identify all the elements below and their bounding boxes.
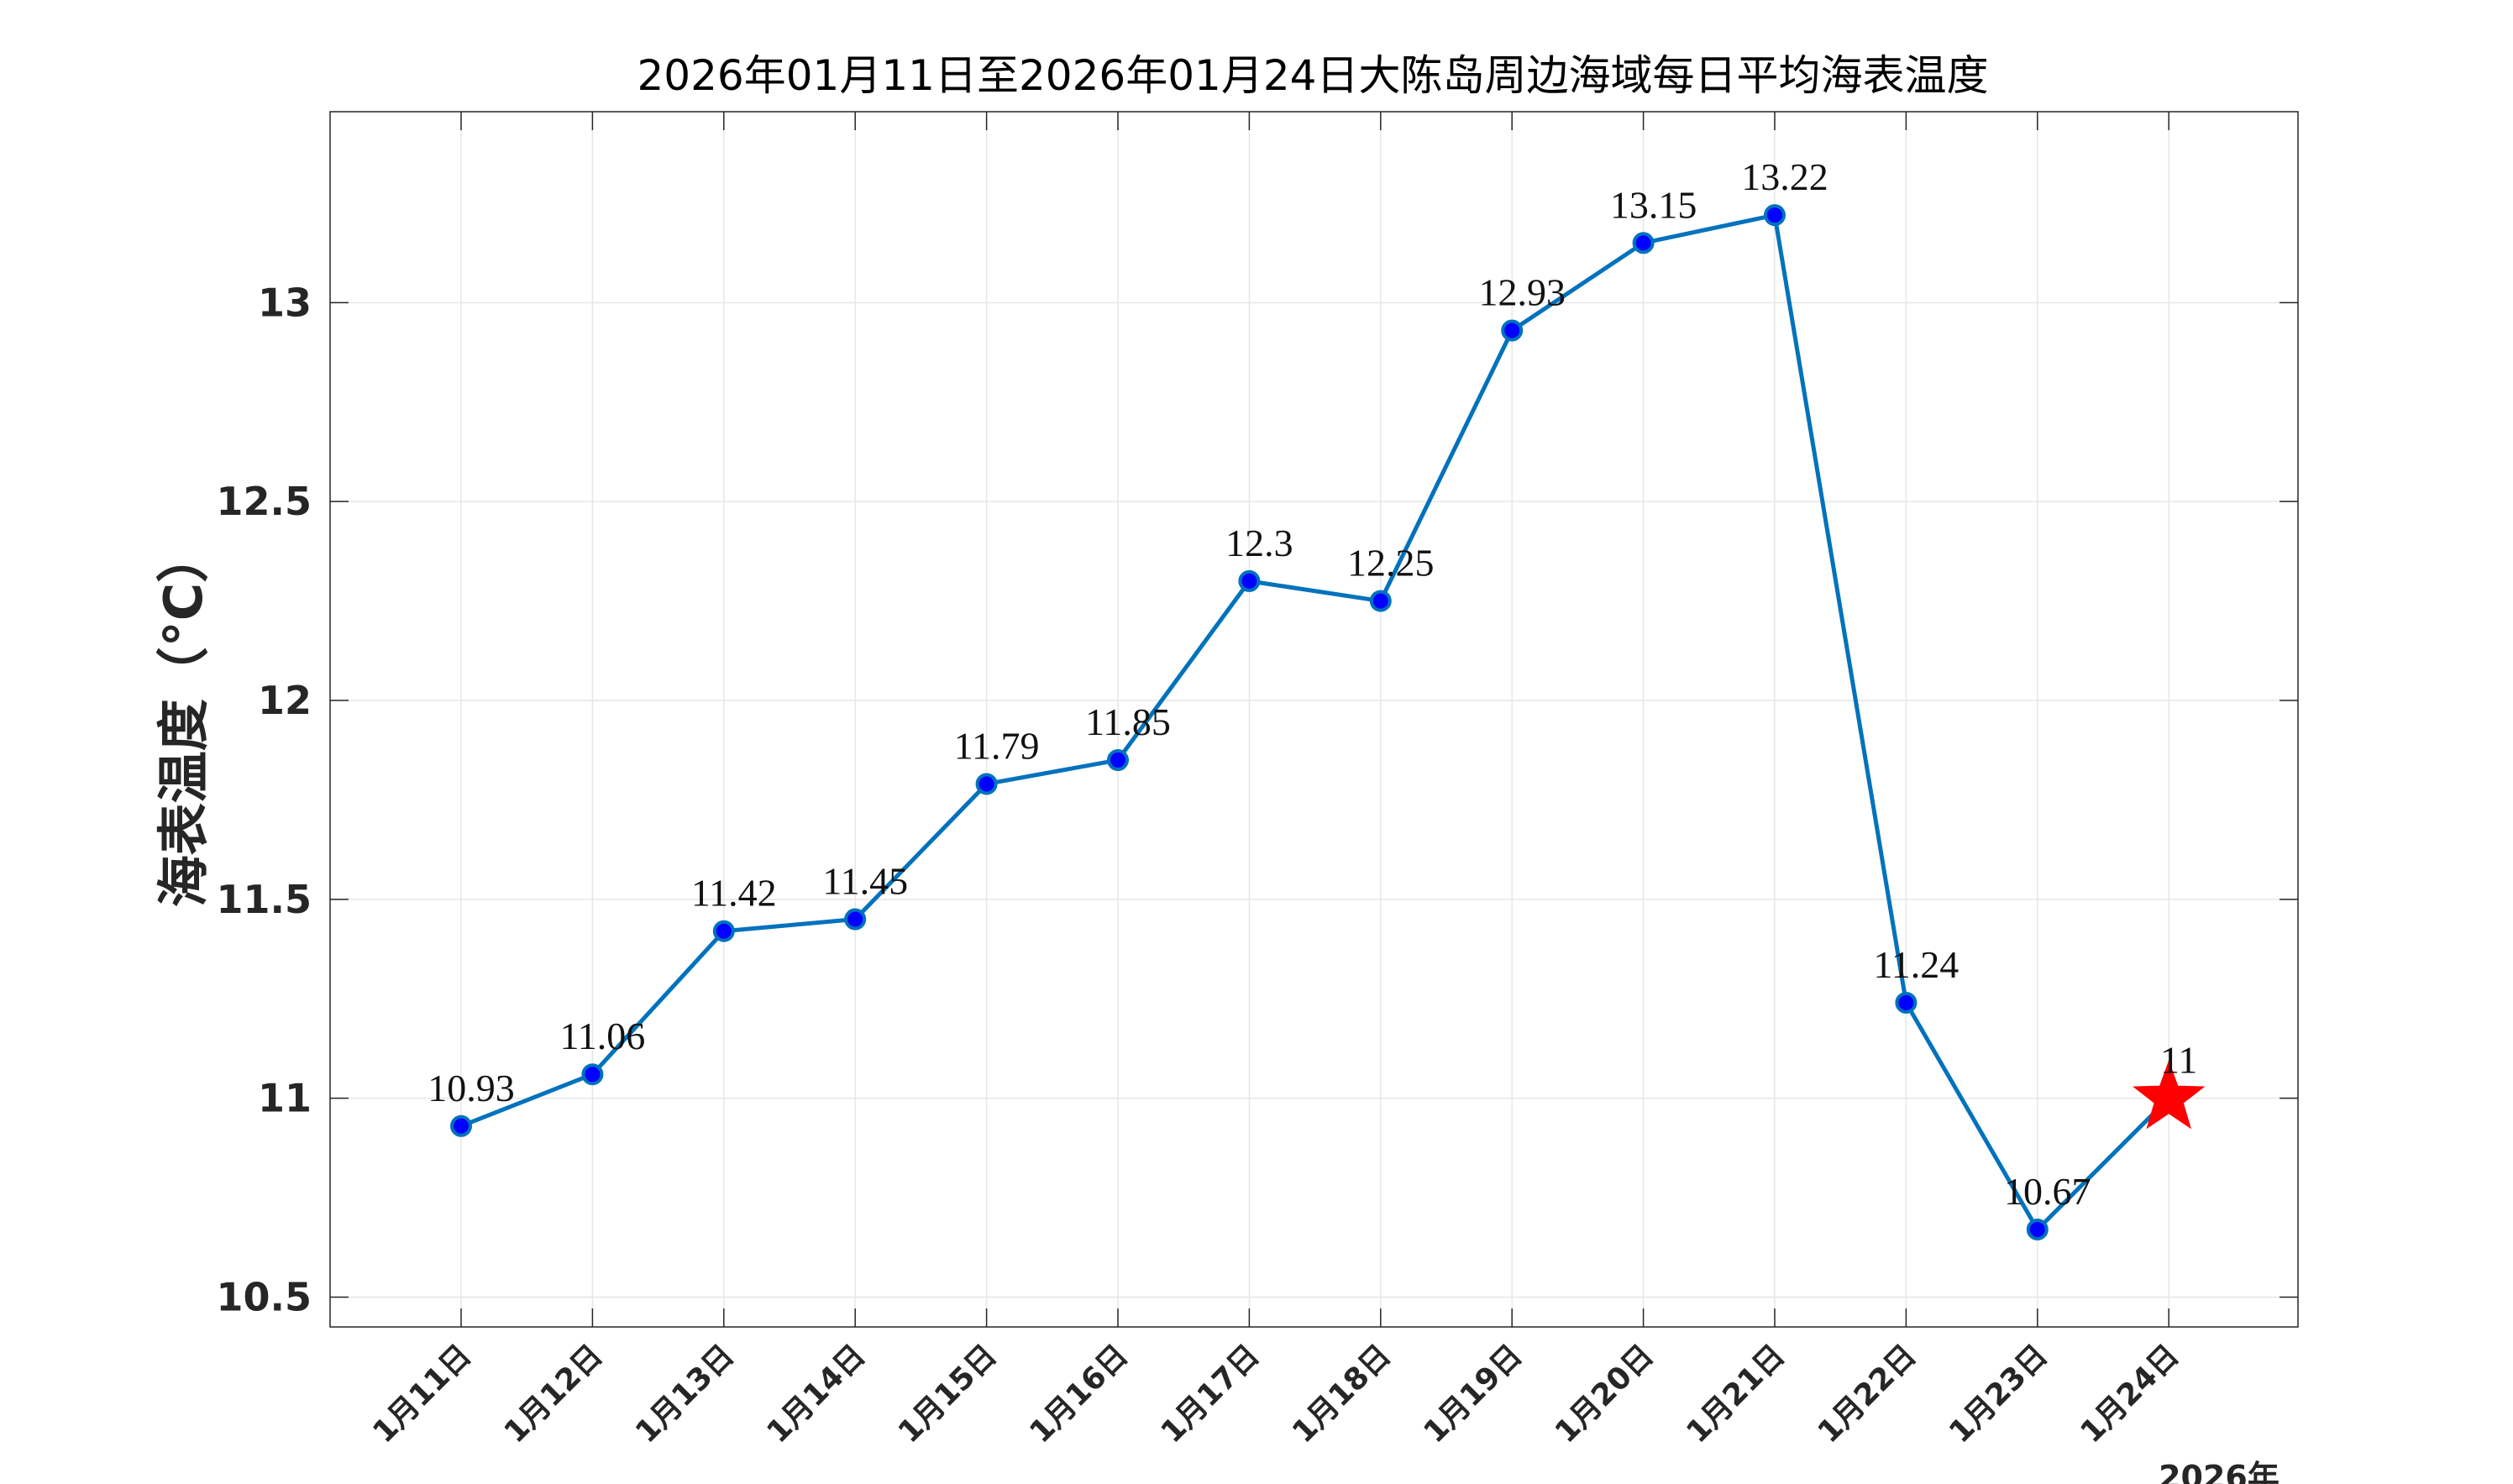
y-tick-label: 13 [258,280,312,325]
data-point [844,908,867,931]
data-point [581,1063,604,1086]
chart-title: 2026年01月11日至2026年01月24日大陈岛周边海域每日平均海表温度 [637,51,1989,100]
data-label: 11.24 [1874,943,1960,986]
data-label: 13.15 [1610,183,1697,226]
data-point [1764,204,1786,227]
data-point [712,920,735,942]
data-point [1895,991,1918,1014]
data-point [1369,590,1392,612]
series-line [460,212,2170,1232]
data-point [1238,569,1261,592]
data-labels: 10.93 11.06 11.42 11.45 11.79 11.85 12.3 12.25 1… [428,155,2197,1213]
highlight-star-marker [2132,1060,2206,1130]
data-label: 10.93 [428,1067,515,1109]
y-tick-label: 12.5 [217,479,312,524]
data-label: 12.3 [1225,522,1293,564]
y-tick-labels: 10.5 11 11.5 12 12.5 13 [217,280,312,1319]
data-label: 11.06 [560,1015,646,1057]
data-label: 12.93 [1478,271,1566,314]
data-label: 11 [2160,1039,2197,1082]
data-point [1107,749,1129,772]
y-tick-label: 11.5 [217,877,312,922]
y-tick-label: 10.5 [217,1274,312,1319]
data-label: 11.79 [954,724,1040,767]
data-label: 11.85 [1085,700,1171,743]
ticks [330,112,2298,1327]
data-point [1501,319,1524,342]
data-point [450,1114,472,1137]
plot-area [329,111,2299,1328]
data-label: 12.25 [1347,542,1435,585]
y-axis-label: 海表温度（°C） [153,531,214,908]
y-tick-label: 12 [258,678,312,723]
grid [330,112,2298,1327]
data-point [975,773,998,795]
series [450,204,2206,1240]
y-tick-label: 11 [258,1076,312,1121]
data-point [1632,232,1655,254]
data-label: 11.42 [691,872,777,915]
data-label: 13.22 [1741,155,1828,198]
x-axis-label: 2026年 [2159,1459,2280,1484]
data-point [2026,1218,2049,1240]
data-label: 11.45 [822,860,908,903]
data-label: 10.67 [2004,1170,2091,1213]
